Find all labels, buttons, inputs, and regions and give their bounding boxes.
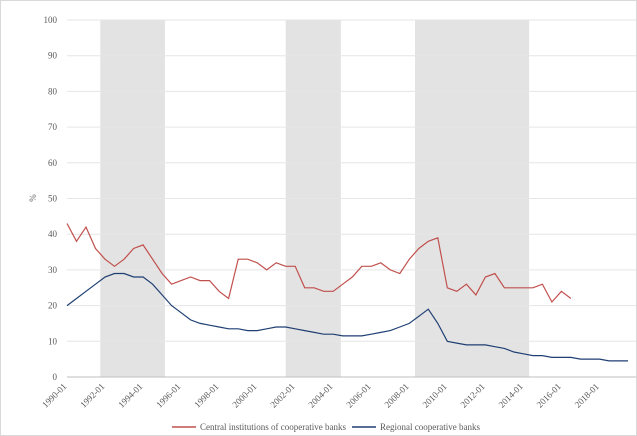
legend-label: Central institutions of cooperative bank… — [200, 422, 346, 432]
x-tick-label: 2008-01 — [382, 381, 410, 409]
y-tick-label: 30 — [48, 265, 58, 275]
line-series — [66, 223, 572, 304]
y-tick-label: 100 — [44, 15, 58, 25]
x-tick-label: 2004-01 — [306, 381, 334, 409]
x-tick-label: 1990-01 — [40, 381, 68, 409]
x-tick-label: 2012-01 — [459, 381, 487, 409]
y-tick-label: 70 — [48, 122, 58, 132]
x-tick-label: 2014-01 — [497, 381, 525, 409]
y-tick-label: 60 — [48, 158, 58, 168]
y-tick-label: 10 — [48, 336, 58, 346]
line-series — [66, 272, 628, 362]
y-axis-label: % — [28, 194, 38, 202]
x-tick-label: 2000-01 — [230, 381, 258, 409]
x-tick-label: 2010-01 — [420, 381, 448, 409]
x-tick-label: 1996-01 — [154, 381, 182, 409]
x-tick-label: 2018-01 — [573, 381, 601, 409]
x-tick-label: 1992-01 — [78, 381, 106, 409]
y-tick-label: 90 — [48, 51, 58, 61]
y-tick-label: 80 — [48, 86, 58, 96]
y-tick-label: 50 — [48, 194, 58, 204]
y-tick-label: 0 — [53, 372, 58, 382]
x-tick-label: 1998-01 — [192, 381, 220, 409]
x-tick-label: 2002-01 — [268, 381, 296, 409]
y-tick-label: 40 — [48, 229, 58, 239]
y-tick-label: 20 — [48, 301, 58, 311]
x-tick-label: 1994-01 — [116, 381, 144, 409]
x-tick-label: 2016-01 — [535, 381, 563, 409]
legend-label: Regional cooperative banks — [380, 422, 480, 432]
x-tick-label: 2006-01 — [344, 381, 372, 409]
